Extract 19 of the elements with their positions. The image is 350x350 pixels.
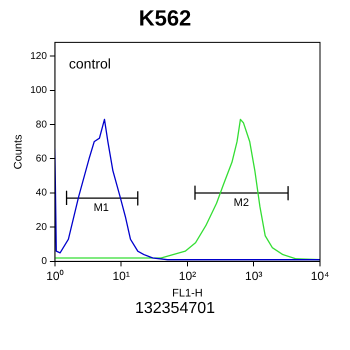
x-tick-label: 10³ — [245, 268, 262, 283]
y-tick-label: 40 — [36, 188, 48, 199]
annotation: M1 — [94, 202, 109, 214]
x-tick-label: 10¹ — [112, 268, 130, 283]
annotation: M2 — [234, 196, 249, 209]
annotation: control — [68, 55, 111, 72]
y-axis-title: Counts — [12, 134, 25, 170]
y-tick-label: 100 — [30, 85, 48, 96]
y-tick-label: 20 — [36, 222, 48, 233]
y-tick-label: 0 — [41, 256, 48, 268]
chart-title: K562 — [138, 5, 192, 30]
y-tick-label: 80 — [36, 119, 48, 130]
x-axis-title: FL1-H — [172, 287, 203, 300]
x-tick-label: 10⁰ — [46, 268, 64, 283]
text: 132354701 — [134, 300, 216, 318]
y-tick-label: 60 — [36, 153, 48, 164]
x-tick-label: 10⁴ — [310, 268, 330, 283]
y-tick-label: 120 — [30, 50, 48, 62]
x-tick-label: 10² — [178, 268, 196, 283]
